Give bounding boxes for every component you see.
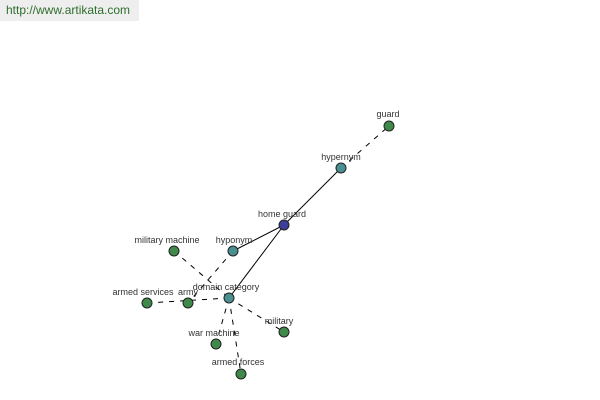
edge [232, 224, 285, 252]
edge [215, 297, 230, 345]
node-label: hypernym [321, 152, 361, 162]
node-label: army [178, 287, 198, 297]
node-label: hyponym [216, 235, 253, 245]
node-label: domain category [193, 282, 260, 292]
node[interactable] [223, 292, 235, 304]
nodes: home guard hypernym guard hyponym milita… [112, 109, 400, 380]
node-label: military [265, 316, 294, 326]
node-label: guard [376, 109, 399, 119]
node[interactable] [235, 368, 247, 380]
edge [173, 250, 230, 299]
node[interactable] [168, 245, 180, 257]
node[interactable] [227, 245, 239, 257]
edge [228, 297, 242, 375]
node[interactable] [278, 326, 290, 338]
edges [146, 125, 390, 375]
node[interactable] [182, 297, 194, 309]
node[interactable] [278, 219, 290, 231]
node[interactable] [383, 120, 395, 132]
node-label: home guard [258, 209, 306, 219]
node[interactable] [335, 162, 347, 174]
edge [146, 297, 230, 304]
edge [228, 297, 285, 333]
node-label: armed services [112, 287, 174, 297]
site-url[interactable]: http://www.artikata.com [0, 0, 139, 21]
node-label: military machine [134, 235, 199, 245]
node-label: armed forces [212, 357, 265, 367]
node-label: war machine [187, 328, 239, 338]
edge [187, 250, 234, 304]
node[interactable] [141, 297, 153, 309]
edge [228, 224, 285, 299]
edge [283, 167, 342, 226]
node[interactable] [210, 338, 222, 350]
